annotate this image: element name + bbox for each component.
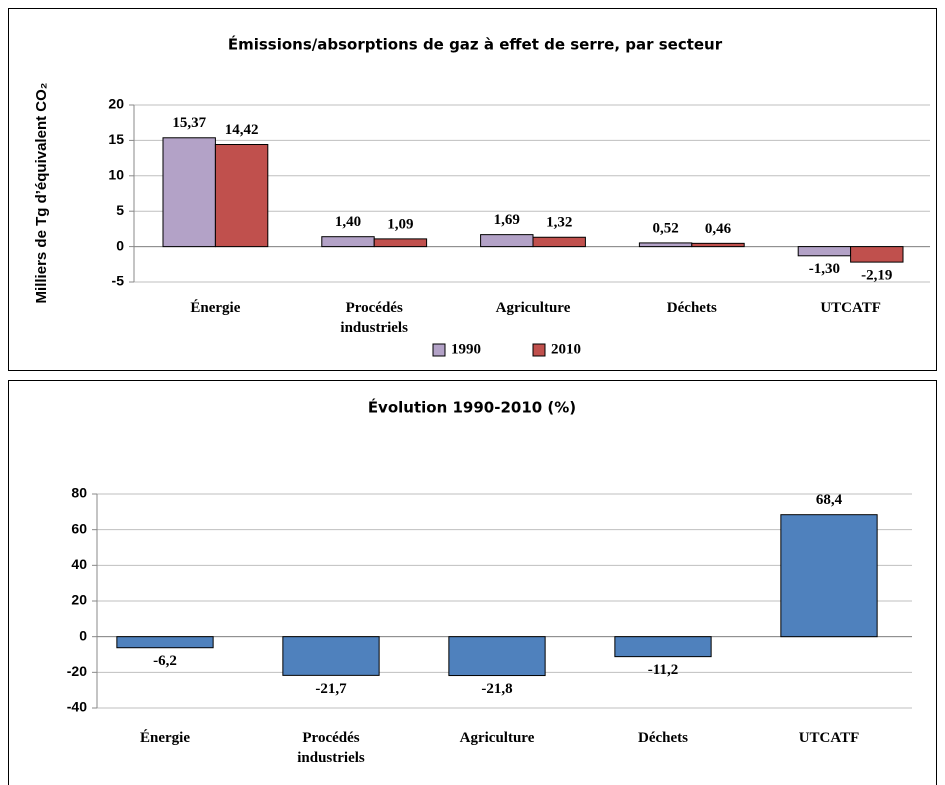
value-label: -11,2 (648, 662, 678, 678)
x-tick-label: Agriculture (495, 300, 571, 316)
x-tick-label: UTCATF (798, 730, 860, 746)
bar (480, 234, 534, 248)
bar (282, 636, 380, 676)
x-tick-label: Procédés industriels (297, 730, 365, 766)
bar (850, 246, 904, 263)
value-label: 1,40 (335, 214, 361, 230)
bar (162, 137, 216, 248)
y-tick-label: -5 (112, 273, 125, 289)
value-label: 68,4 (816, 492, 843, 508)
value-label: 14,42 (225, 122, 259, 138)
bar (638, 242, 693, 248)
y-axis-label: Milliers de Tg d’équivalent CO₂ (33, 83, 50, 304)
value-label: -21,8 (481, 681, 512, 697)
x-tick-label: Déchets (666, 300, 717, 316)
y-tick-label: 10 (108, 167, 124, 183)
value-label: 1,09 (387, 216, 413, 232)
y-tick-label: -40 (67, 699, 87, 715)
value-label: 15,37 (172, 115, 206, 131)
bar (691, 242, 745, 248)
value-label: 0,46 (705, 221, 732, 237)
y-tick-label: 40 (71, 556, 87, 572)
bar (797, 246, 852, 257)
bar (532, 236, 586, 248)
y-tick-label: 15 (108, 131, 124, 147)
legend-label: 2010 (551, 341, 581, 357)
y-tick-label: 20 (108, 96, 124, 112)
chart-title: Émissions/absorptions de gaz à effet de … (228, 35, 723, 54)
y-tick-label: 60 (71, 520, 87, 536)
value-label: 1,32 (546, 215, 572, 231)
y-tick-label: 0 (79, 627, 87, 643)
x-tick-label: UTCATF (820, 300, 881, 316)
y-tick-label: 80 (71, 485, 87, 501)
legend-swatch (532, 343, 546, 357)
value-label: -2,19 (861, 268, 892, 284)
value-label: -1,30 (809, 261, 840, 277)
legend-label: 1990 (451, 341, 481, 357)
x-tick-label: Énergie (140, 730, 190, 746)
bar (373, 238, 428, 248)
bar (780, 514, 878, 638)
y-tick-label: 0 (116, 237, 124, 253)
y-tick-label: -20 (67, 663, 87, 679)
bar (321, 236, 375, 248)
bar (448, 636, 546, 677)
value-label: 0,52 (652, 220, 678, 236)
x-tick-label: Procédés industriels (340, 300, 408, 336)
chart-title: Évolution 1990-2010 (%) (368, 398, 576, 417)
legend-swatch (432, 343, 446, 357)
value-label: -21,7 (315, 681, 347, 697)
y-tick-label: 5 (116, 202, 124, 218)
y-tick-label: 20 (71, 592, 87, 608)
value-label: -6,2 (153, 653, 177, 669)
x-tick-label: Énergie (190, 300, 241, 316)
x-tick-label: Agriculture (459, 730, 535, 746)
bar (116, 636, 214, 649)
value-label: 1,69 (494, 212, 520, 228)
bar (614, 636, 712, 658)
x-tick-label: Déchets (638, 730, 688, 746)
bar (214, 144, 269, 248)
